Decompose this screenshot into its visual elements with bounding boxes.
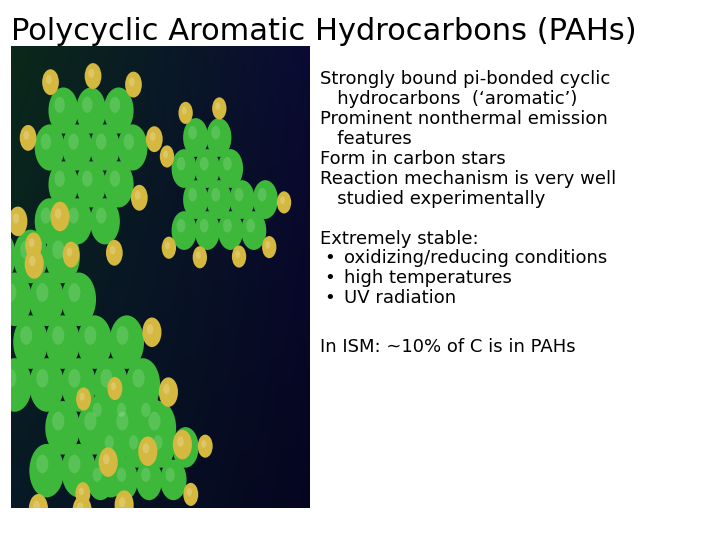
Text: studied experimentally: studied experimentally xyxy=(320,190,546,208)
Text: Reaction mechanism is very well: Reaction mechanism is very well xyxy=(320,170,616,188)
Text: Prominent nonthermal emission: Prominent nonthermal emission xyxy=(320,110,608,128)
Text: •: • xyxy=(324,249,335,267)
Text: hydrocarbons  (‘aromatic’): hydrocarbons (‘aromatic’) xyxy=(320,90,577,108)
Text: In ISM: ~10% of C is in PAHs: In ISM: ~10% of C is in PAHs xyxy=(320,338,576,355)
Text: Extremely stable:: Extremely stable: xyxy=(320,230,479,247)
Text: UV radiation: UV radiation xyxy=(344,289,456,307)
Text: Strongly bound pi-bonded cyclic: Strongly bound pi-bonded cyclic xyxy=(320,70,611,88)
Text: features: features xyxy=(320,130,412,148)
Text: oxidizing/reducing conditions: oxidizing/reducing conditions xyxy=(344,249,608,267)
Text: Form in carbon stars: Form in carbon stars xyxy=(320,150,506,168)
Text: •: • xyxy=(324,269,335,287)
Text: Polycyclic Aromatic Hydrocarbons (PAHs): Polycyclic Aromatic Hydrocarbons (PAHs) xyxy=(11,17,636,46)
Text: high temperatures: high temperatures xyxy=(344,269,512,287)
Text: •: • xyxy=(324,289,335,307)
